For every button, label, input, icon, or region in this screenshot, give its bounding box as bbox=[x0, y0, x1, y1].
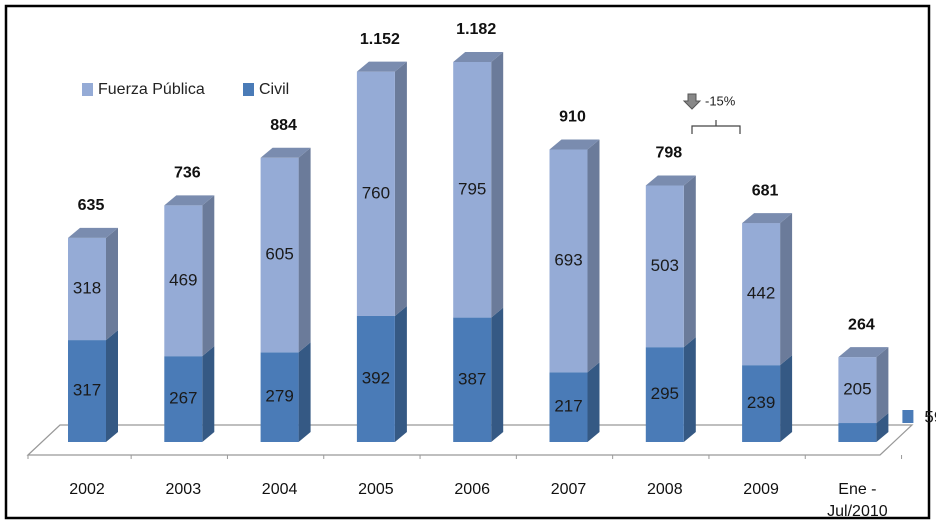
bar-side bbox=[106, 227, 118, 341]
bar-side bbox=[683, 175, 696, 348]
total-label: 264 bbox=[848, 316, 875, 333]
total-label: 635 bbox=[78, 197, 105, 214]
total-label: 884 bbox=[270, 117, 297, 134]
value-label: 469 bbox=[169, 270, 197, 289]
bar bbox=[260, 352, 299, 442]
bar-side bbox=[780, 355, 793, 442]
bar-side bbox=[298, 147, 311, 353]
value-label: 387 bbox=[458, 369, 486, 388]
bar-side bbox=[683, 337, 696, 442]
value-label: 59 bbox=[924, 407, 936, 426]
bar-top bbox=[164, 195, 215, 206]
down-arrow bbox=[682, 93, 702, 110]
bar-side bbox=[587, 362, 600, 442]
frame bbox=[4, 4, 931, 520]
x-tick-label: 2002 bbox=[69, 481, 105, 498]
bar-top bbox=[549, 139, 600, 150]
bar-side bbox=[876, 347, 889, 424]
bar-top bbox=[838, 347, 889, 358]
bar-top bbox=[453, 52, 504, 62]
x-tick-label: 2003 bbox=[165, 481, 202, 498]
total-label: 681 bbox=[752, 182, 779, 199]
legend-label: Civil bbox=[259, 81, 289, 98]
bar-side bbox=[394, 305, 407, 442]
x-tick-label: Ene - Jul/2010 bbox=[827, 481, 888, 520]
bar bbox=[838, 357, 877, 424]
bar bbox=[260, 157, 299, 353]
legend-label: Fuerza Pública bbox=[98, 81, 205, 98]
bar bbox=[164, 356, 203, 442]
total-label: 1.152 bbox=[360, 31, 400, 48]
total-label: 1.182 bbox=[456, 21, 496, 38]
x-tick-label: 2004 bbox=[261, 481, 298, 498]
value-label: 205 bbox=[843, 380, 871, 399]
bar-side bbox=[106, 330, 118, 442]
value-label: 795 bbox=[458, 179, 486, 198]
bar bbox=[742, 223, 781, 366]
value-label: 442 bbox=[747, 284, 775, 303]
bar-top bbox=[645, 175, 696, 186]
value-label: 295 bbox=[651, 384, 679, 403]
value-label: 503 bbox=[651, 256, 679, 275]
annotation-text: -15% bbox=[705, 93, 736, 108]
legend-swatch bbox=[82, 83, 93, 96]
bar-side bbox=[587, 139, 600, 373]
value-label: 693 bbox=[554, 250, 582, 269]
bracket bbox=[691, 120, 741, 134]
x-tick-label: 2008 bbox=[647, 481, 683, 498]
bar-side bbox=[491, 52, 504, 318]
bar-side bbox=[394, 61, 407, 316]
value-label: 317 bbox=[73, 381, 101, 400]
bar bbox=[549, 372, 588, 442]
annotation: -15% bbox=[682, 93, 741, 134]
x-tick-label: 2006 bbox=[454, 481, 490, 498]
bar bbox=[356, 71, 395, 316]
bar-top bbox=[742, 213, 793, 224]
bar-side bbox=[202, 346, 215, 442]
bar bbox=[68, 340, 106, 442]
bar-side bbox=[202, 195, 215, 357]
total-label: 798 bbox=[655, 145, 682, 162]
bar bbox=[645, 347, 684, 442]
value-label: 760 bbox=[362, 183, 390, 202]
total-label: 910 bbox=[559, 109, 586, 126]
bar bbox=[164, 205, 203, 357]
bar bbox=[453, 317, 492, 442]
bar-top bbox=[356, 61, 407, 72]
bar bbox=[549, 149, 588, 373]
value-swatch bbox=[902, 410, 914, 423]
bar-side bbox=[780, 213, 793, 366]
value-label: 217 bbox=[554, 397, 582, 416]
value-label: 279 bbox=[265, 387, 293, 406]
x-tick-label: 2007 bbox=[550, 481, 587, 498]
bar-side bbox=[876, 413, 889, 442]
value-label: 318 bbox=[73, 278, 101, 297]
legend-swatch bbox=[243, 83, 254, 96]
x-tick-label: 2009 bbox=[743, 481, 779, 498]
bar bbox=[453, 62, 492, 318]
bar bbox=[838, 423, 877, 442]
bar bbox=[68, 237, 106, 341]
value-label: 267 bbox=[169, 389, 197, 408]
x-tick-label: 2005 bbox=[358, 481, 394, 498]
bar-side bbox=[491, 307, 504, 442]
bar bbox=[645, 185, 684, 348]
bar-side bbox=[298, 342, 311, 442]
total-label: 736 bbox=[174, 165, 201, 182]
bar-top bbox=[260, 147, 311, 158]
value-label: 392 bbox=[362, 368, 390, 387]
bar bbox=[356, 315, 395, 442]
bar-top bbox=[68, 227, 118, 238]
value-label: 605 bbox=[265, 245, 293, 264]
value-label: 239 bbox=[747, 393, 775, 412]
bar bbox=[742, 365, 781, 442]
